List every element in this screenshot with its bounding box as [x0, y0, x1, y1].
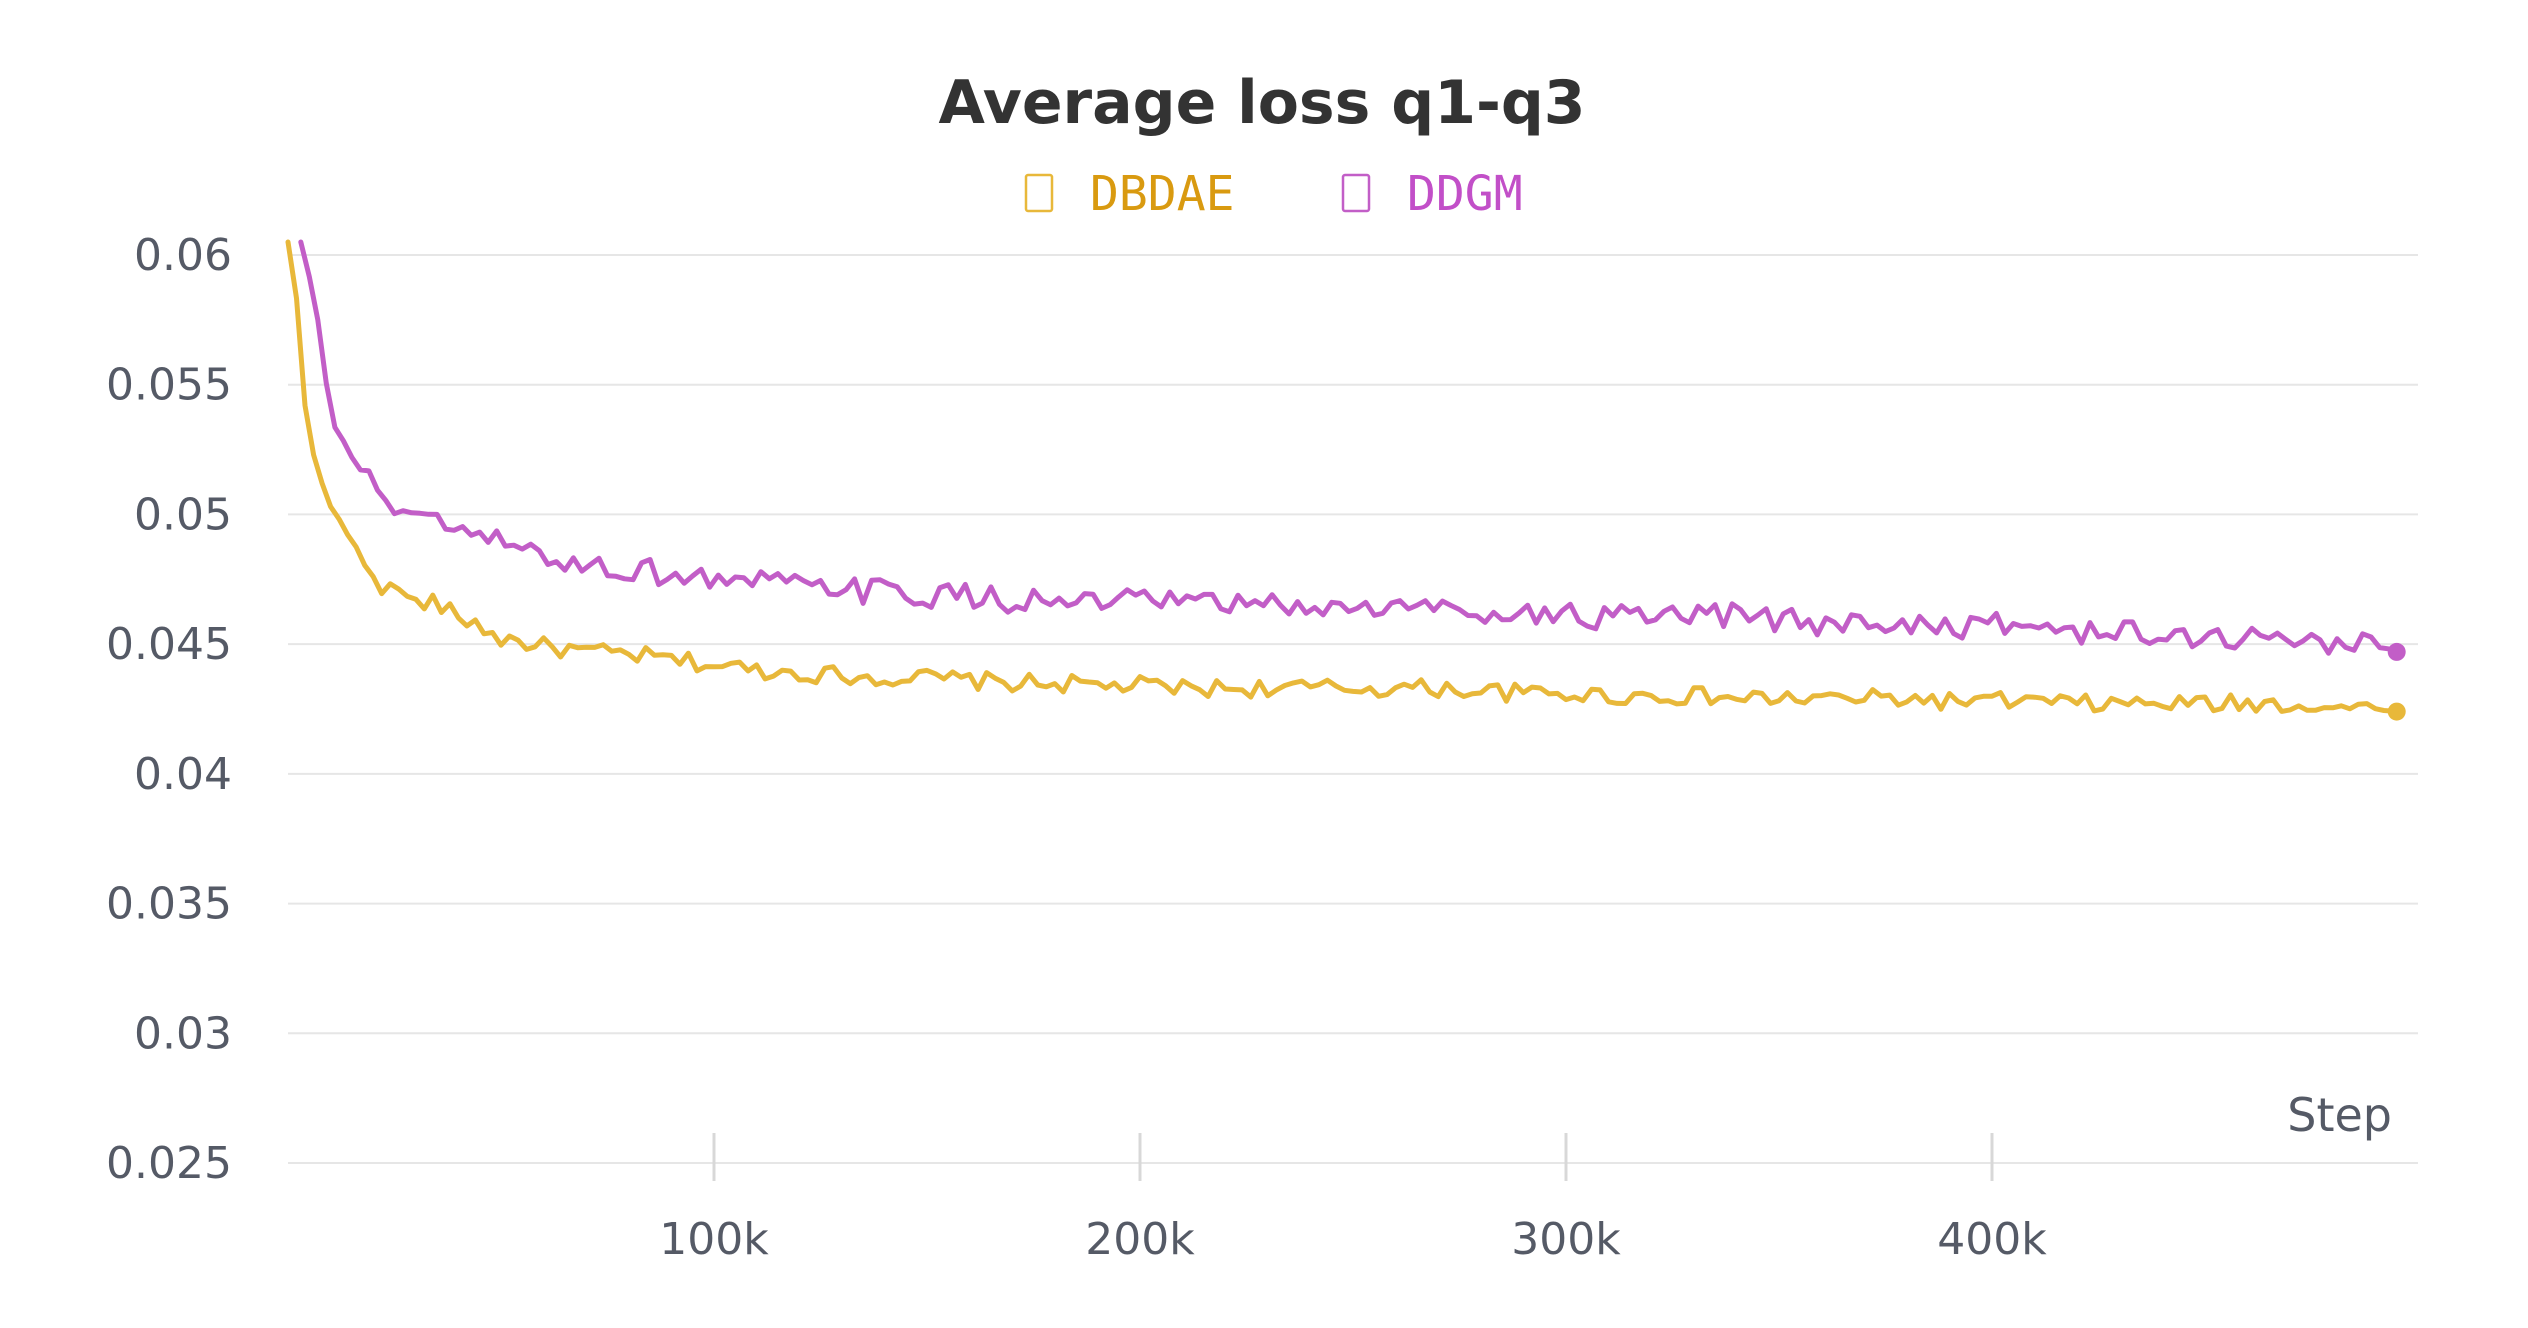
series-end-point-dbdae[interactable]	[2388, 703, 2406, 721]
series-end-point-ddgm[interactable]	[2388, 643, 2406, 661]
series-line-ddgm[interactable]	[301, 242, 2397, 653]
x-tick-label: 100k	[659, 1214, 769, 1265]
legend-swatch-dbdae	[1026, 175, 1052, 211]
x-tick-label: 400k	[1937, 1214, 2047, 1265]
legend-label-ddgm: DDGM	[1407, 166, 1523, 222]
x-tick-label: 300k	[1511, 1214, 1621, 1265]
y-tick-label: 0.03	[134, 1008, 232, 1059]
series-lines	[288, 242, 2406, 721]
y-tick-label: 0.045	[106, 619, 232, 670]
y-tick-label: 0.05	[134, 489, 232, 540]
legend-item-ddgm[interactable]: DDGM	[1343, 166, 1523, 222]
y-axis-ticks: 0.025 0.03 0.035 0.04 0.045 0.05 0.055 0.06	[106, 230, 232, 1189]
x-axis-ticks: 100k 200k 300k 400k	[659, 1133, 2047, 1265]
y-tick-label: 0.06	[134, 230, 232, 281]
y-tick-label: 0.035	[106, 879, 232, 930]
x-tick-label: 200k	[1085, 1214, 1195, 1265]
x-axis-label: Step	[2287, 1088, 2392, 1142]
chart-legend: DBDAE DDGM	[1026, 166, 1523, 222]
chart-title: Average loss q1-q3	[938, 68, 1585, 138]
legend-label-dbdae: DBDAE	[1090, 166, 1235, 222]
legend-item-dbdae[interactable]: DBDAE	[1026, 166, 1235, 222]
legend-swatch-ddgm	[1343, 175, 1369, 211]
y-tick-label: 0.04	[134, 749, 232, 800]
y-tick-label: 0.055	[106, 360, 232, 411]
y-tick-label: 0.025	[106, 1138, 232, 1189]
